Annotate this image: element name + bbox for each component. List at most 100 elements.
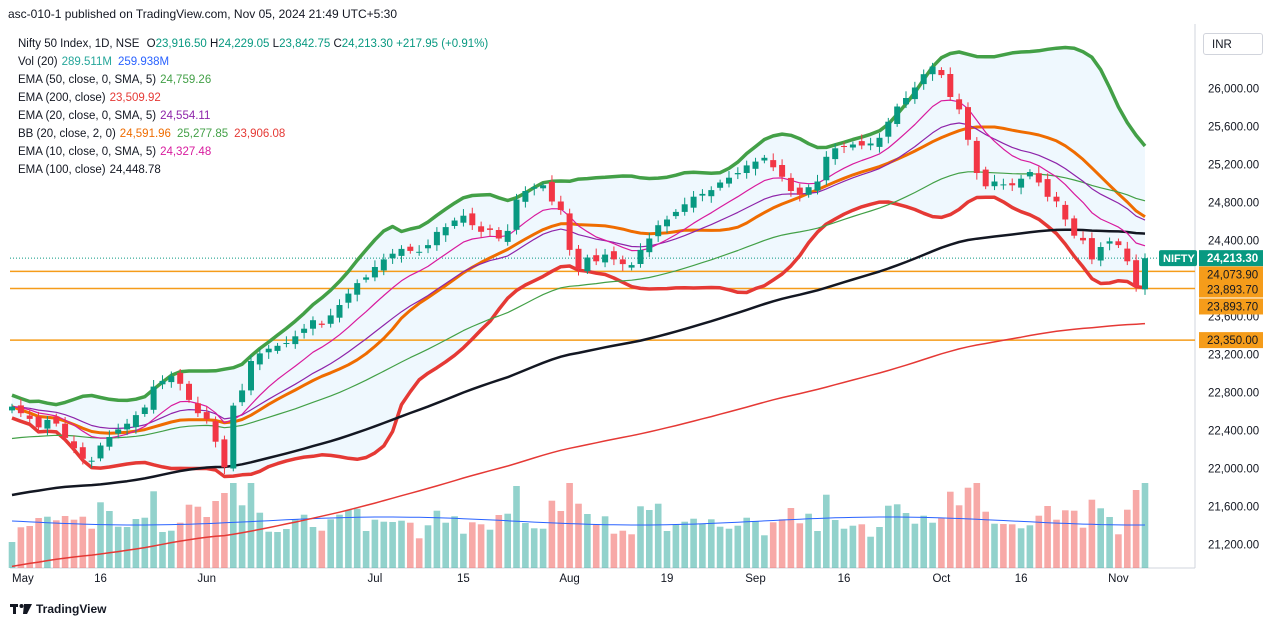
candle-body	[62, 423, 69, 438]
volume-bar	[415, 538, 423, 568]
volume-bar	[610, 533, 618, 568]
volume-bar	[752, 521, 759, 568]
candle-body	[726, 177, 732, 184]
candle-body	[681, 204, 688, 212]
volume-bar	[876, 527, 883, 568]
volume-bar	[398, 520, 405, 568]
volume-ma-line	[11, 516, 1145, 526]
change-value: +217.95 (+0.91%)	[396, 38, 489, 50]
legend-row[interactable]: EMA (100, close) 24,448.78	[18, 161, 488, 179]
candle-body	[761, 157, 768, 161]
low-value: 23,842.75	[279, 38, 331, 50]
candle-body	[1088, 238, 1095, 260]
volume-bar	[716, 526, 724, 568]
candle-body	[566, 213, 573, 250]
candle-body	[1026, 172, 1033, 177]
volume-bar	[947, 491, 954, 568]
volume-bar	[371, 519, 379, 568]
legend-row-label: EMA (20, close, 0, SMA, 5)	[18, 110, 157, 122]
candle-body	[1053, 196, 1060, 202]
volume-bar	[230, 483, 237, 568]
volume-bar	[743, 517, 750, 568]
level-label: 23,893.70	[1207, 301, 1258, 313]
volume-bar	[1053, 519, 1060, 568]
candle-body	[9, 406, 15, 411]
candle-body	[318, 323, 325, 325]
candle-body	[398, 248, 405, 256]
volume-bar	[601, 516, 609, 568]
volume-bar	[1026, 525, 1034, 568]
candle-body	[442, 227, 449, 236]
candle-body	[956, 99, 963, 110]
indicator-legend: Nifty 50 Index, 1D, NSE O23,916.50 H24,2…	[18, 35, 488, 179]
candle-body	[885, 121, 892, 137]
volume-bar	[389, 522, 396, 568]
ema100-line	[11, 228, 1146, 497]
brand-name: TradingView	[36, 602, 107, 616]
tradingview-logo[interactable]: TradingView	[10, 602, 106, 616]
volume-bar	[513, 486, 520, 568]
price-tick-label: 26,000.00	[1208, 84, 1259, 96]
candle-body	[619, 259, 626, 265]
volume-bar	[1017, 528, 1025, 568]
candle-body	[79, 447, 86, 459]
level-label: 24,073.90	[1207, 269, 1258, 281]
candle-body	[664, 219, 670, 227]
volume-bar	[1035, 515, 1043, 568]
volume-bar	[1088, 499, 1096, 568]
bb-basis-line	[11, 125, 1146, 435]
volume-bar	[920, 515, 927, 568]
volume-bar	[823, 494, 830, 568]
price-tick-label: 24,400.00	[1208, 235, 1259, 247]
currency-label: INR	[1212, 39, 1232, 51]
price-tick-label: 23,200.00	[1208, 349, 1259, 361]
candle-body	[717, 182, 724, 188]
candle-body	[478, 226, 485, 232]
volume-bar	[1000, 524, 1007, 568]
volume-bar	[256, 512, 264, 568]
candle-body	[1106, 241, 1113, 244]
candle-body	[336, 305, 343, 318]
volume-bar	[265, 531, 272, 568]
last-price-tag	[1199, 250, 1263, 267]
symbol-legend-row[interactable]: Nifty 50 Index, 1D, NSE O23,916.50 H24,2…	[18, 35, 488, 53]
volume-bar	[787, 508, 795, 568]
candle-body	[708, 190, 715, 197]
volume-bar	[300, 514, 308, 568]
legend-row-value: 259.938M	[117, 56, 170, 68]
volume-bar	[221, 493, 228, 568]
candle-body	[1062, 204, 1069, 220]
level-label: 23,350.00	[1207, 335, 1258, 347]
candle-body	[672, 211, 679, 217]
volume-bar	[123, 527, 131, 568]
volume-bar	[1062, 510, 1069, 568]
legend-row[interactable]: EMA (20, close, 0, SMA, 5) 24,554.11	[18, 107, 488, 125]
volume-bar	[460, 533, 467, 568]
volume-bar	[973, 483, 981, 568]
volume-bar	[725, 528, 733, 568]
volume-bar	[796, 523, 804, 568]
volume-bar	[699, 524, 706, 568]
legend-row[interactable]: EMA (50, close, 0, SMA, 5) 24,759.26	[18, 71, 488, 89]
candle-body	[451, 220, 458, 226]
time-tick-label: Nov	[1108, 573, 1129, 585]
candle-body	[212, 421, 219, 442]
legend-row[interactable]: BB (20, close, 2, 0) 24,591.96 25,277.85 23…	[18, 125, 488, 143]
legend-row[interactable]: EMA (200, close) 23,509.92	[18, 89, 488, 107]
volume-bar	[858, 524, 866, 568]
volume-bar	[1106, 517, 1113, 568]
currency-selector[interactable]: INR	[1203, 33, 1263, 55]
candle-body	[1080, 237, 1086, 241]
volume-bar	[778, 519, 786, 568]
candle-body	[849, 144, 856, 148]
time-tick-label: Jun	[197, 573, 216, 585]
candle-body	[416, 251, 423, 253]
close-label: C	[333, 38, 342, 50]
legend-row[interactable]: EMA (10, close, 0, SMA, 5) 24,327.48	[18, 143, 488, 161]
tradingview-logo-icon	[10, 604, 32, 614]
volume-bar	[769, 522, 777, 568]
legend-row[interactable]: Vol (20) 289.511M 259.938M	[18, 53, 488, 71]
volume-bar	[336, 514, 343, 568]
